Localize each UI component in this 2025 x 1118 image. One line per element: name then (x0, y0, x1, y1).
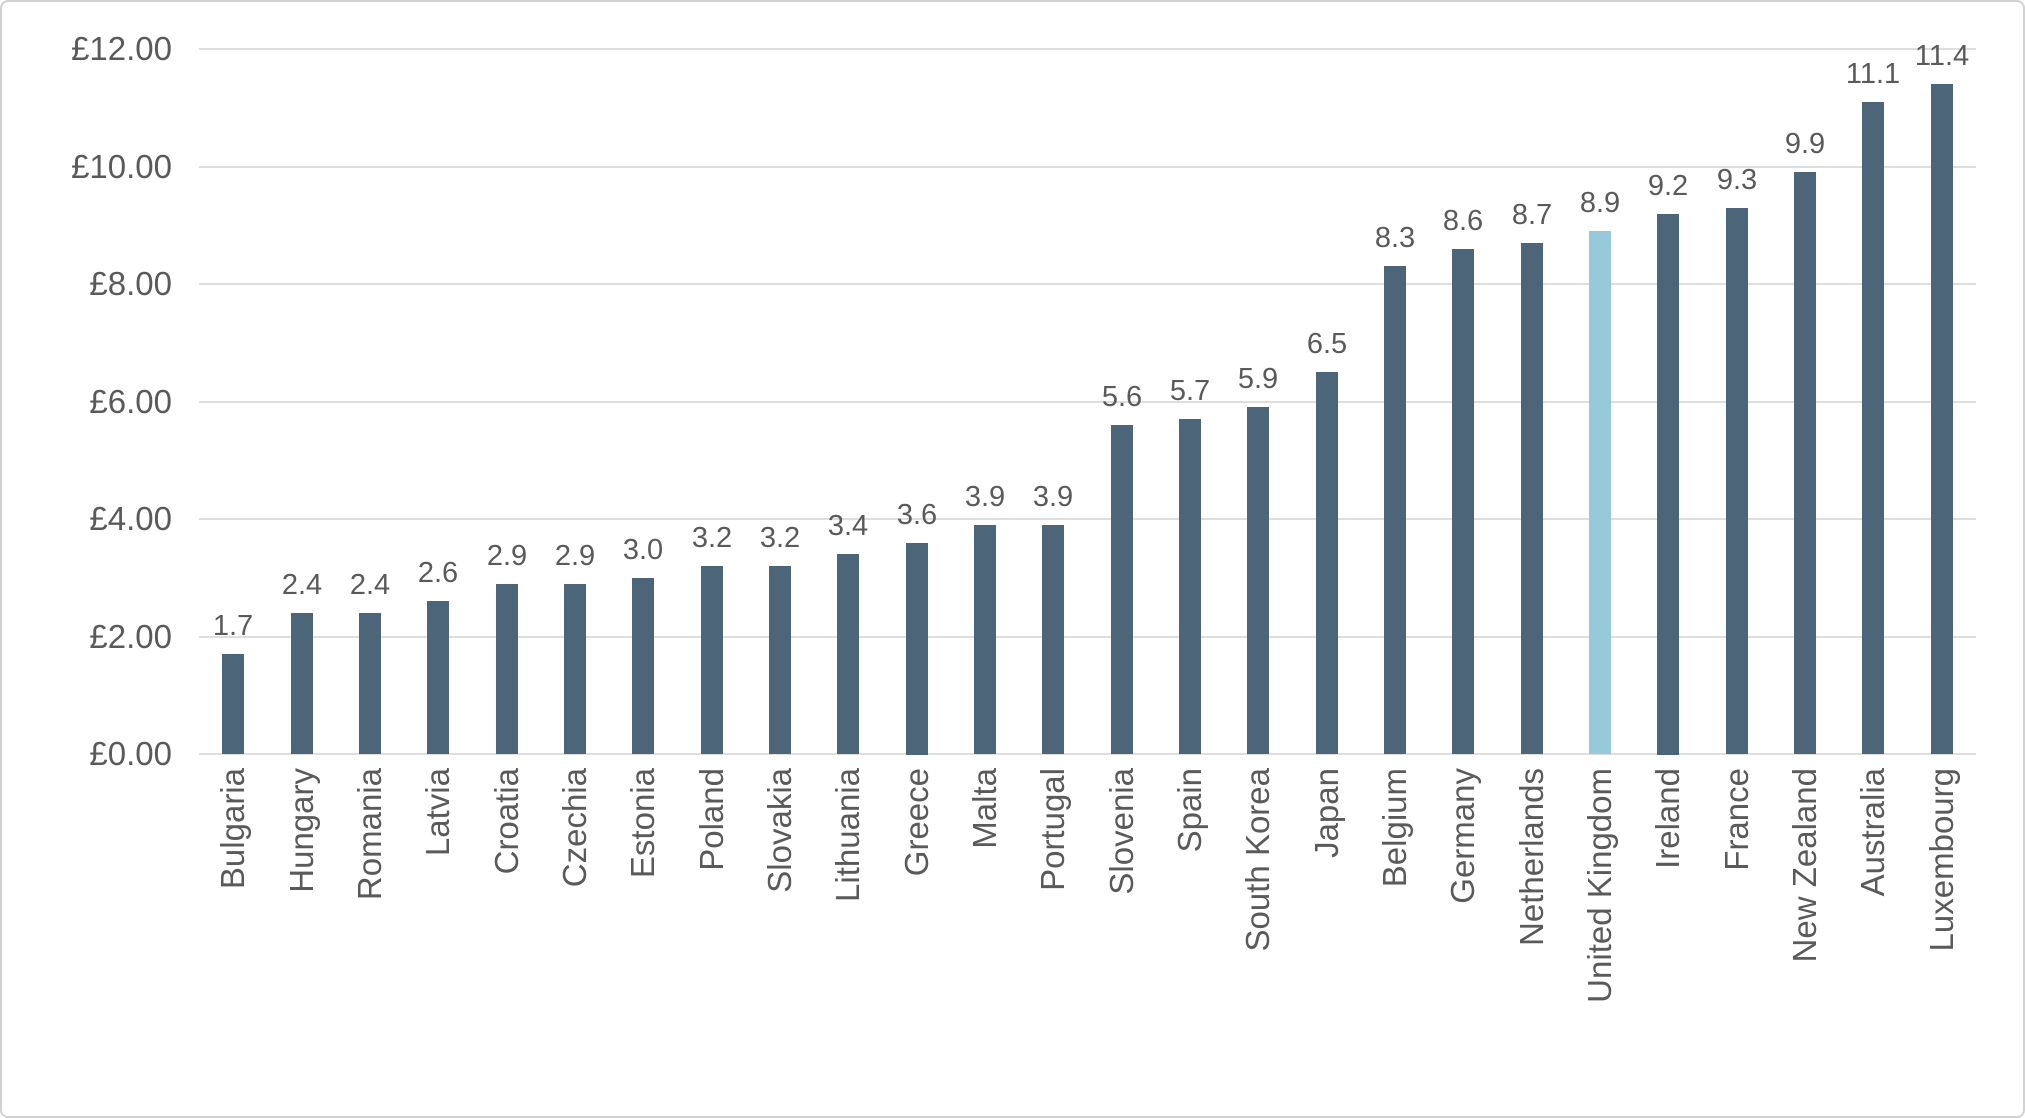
x-label-latvia: Latvia (419, 768, 456, 857)
y-axis-tick-label: £0.00 (89, 735, 172, 772)
x-label-france: France (1718, 768, 1755, 871)
bar-ireland (1657, 214, 1679, 755)
bar-hungary (291, 613, 313, 754)
bar-poland (701, 566, 723, 754)
gridline-0 (199, 753, 1976, 755)
x-label-greece: Greece (898, 768, 935, 877)
x-label-romania: Romania (351, 768, 388, 901)
value-label-estonia: 3.0 (622, 534, 664, 566)
value-label-czechia: 2.9 (554, 540, 596, 572)
value-label-spain: 5.7 (1169, 375, 1211, 407)
value-label-ireland: 9.2 (1647, 170, 1689, 202)
bar-lithuania (837, 554, 859, 754)
x-label-south-korea: South Korea (1239, 768, 1276, 952)
value-label-germany: 8.6 (1442, 205, 1484, 237)
x-label-belgium: Belgium (1376, 768, 1413, 888)
bar-luxembourg (1931, 84, 1953, 754)
bar-portugal (1042, 525, 1064, 754)
bar-new-zealand (1794, 172, 1816, 754)
x-label-australia: Australia (1854, 768, 1891, 897)
y-axis-tick-label: £8.00 (89, 265, 172, 302)
bar-greece (906, 543, 928, 755)
x-label-poland: Poland (693, 768, 730, 871)
x-label-malta: Malta (966, 768, 1003, 849)
gridline-8 (199, 283, 1976, 285)
value-label-japan: 6.5 (1306, 328, 1348, 360)
value-label-netherlands: 8.7 (1511, 199, 1553, 231)
x-label-slovenia: Slovenia (1103, 768, 1140, 895)
bar-belgium (1384, 266, 1406, 754)
value-label-lithuania: 3.4 (827, 510, 869, 542)
value-label-belgium: 8.3 (1374, 222, 1416, 254)
bar-japan (1316, 372, 1338, 754)
y-axis-tick-label: £2.00 (89, 618, 172, 655)
y-axis-tick-label: £10.00 (71, 148, 172, 185)
value-label-australia: 11.1 (1845, 58, 1901, 90)
value-label-slovenia: 5.6 (1101, 381, 1143, 413)
value-label-poland: 3.2 (691, 522, 733, 554)
x-label-bulgaria: Bulgaria (214, 768, 251, 890)
bar-france (1726, 208, 1748, 754)
bar-bulgaria (222, 654, 244, 754)
bar-slovenia (1111, 425, 1133, 754)
bar-united-kingdom (1589, 231, 1611, 754)
value-label-greece: 3.6 (896, 499, 938, 531)
bar-estonia (632, 578, 654, 754)
x-label-hungary: Hungary (283, 768, 320, 893)
value-label-united-kingdom: 8.9 (1579, 187, 1621, 219)
bar-australia (1862, 102, 1884, 754)
gridline-10 (199, 166, 1976, 168)
gridline-4 (199, 518, 1976, 520)
value-label-bulgaria: 1.7 (212, 610, 254, 642)
gridline-2 (199, 636, 1976, 638)
value-label-luxembourg: 11.4 (1914, 40, 1970, 72)
bar-czechia (564, 584, 586, 754)
x-label-portugal: Portugal (1034, 768, 1071, 891)
x-label-lithuania: Lithuania (829, 768, 866, 902)
value-label-hungary: 2.4 (281, 569, 323, 601)
value-label-romania: 2.4 (349, 569, 391, 601)
bar-germany (1452, 249, 1474, 754)
bar-romania (359, 613, 381, 754)
bar-croatia (496, 584, 518, 754)
x-label-croatia: Croatia (488, 768, 525, 875)
gridline-6 (199, 401, 1976, 403)
value-label-slovakia: 3.2 (759, 522, 801, 554)
bar-south-korea (1247, 407, 1269, 754)
x-label-new-zealand: New Zealand (1786, 768, 1823, 963)
x-label-slovakia: Slovakia (761, 768, 798, 893)
x-label-estonia: Estonia (624, 768, 661, 879)
value-label-new-zealand: 9.9 (1784, 128, 1826, 160)
x-label-czechia: Czechia (556, 768, 593, 888)
value-label-croatia: 2.9 (486, 540, 528, 572)
value-label-latvia: 2.6 (417, 557, 459, 589)
value-label-south-korea: 5.9 (1237, 363, 1279, 395)
x-label-spain: Spain (1171, 768, 1208, 853)
x-label-netherlands: Netherlands (1513, 768, 1550, 946)
x-label-ireland: Ireland (1649, 768, 1686, 869)
x-label-united-kingdom: United Kingdom (1581, 768, 1618, 1003)
bar-malta (974, 525, 996, 754)
bar-latvia (427, 601, 449, 754)
value-label-france: 9.3 (1716, 164, 1758, 196)
y-axis-tick-label: £6.00 (89, 383, 172, 420)
gridline-12 (199, 48, 1976, 50)
x-label-germany: Germany (1444, 768, 1481, 904)
value-label-portugal: 3.9 (1032, 481, 1074, 513)
bar-spain (1179, 419, 1201, 754)
y-axis-tick-label: £12.00 (71, 30, 172, 67)
bar-slovakia (769, 566, 791, 754)
bar-netherlands (1521, 243, 1543, 754)
value-label-malta: 3.9 (964, 481, 1006, 513)
y-axis-tick-label: £4.00 (89, 500, 172, 537)
x-label-luxembourg: Luxembourg (1923, 768, 1960, 952)
x-label-japan: Japan (1308, 768, 1345, 858)
